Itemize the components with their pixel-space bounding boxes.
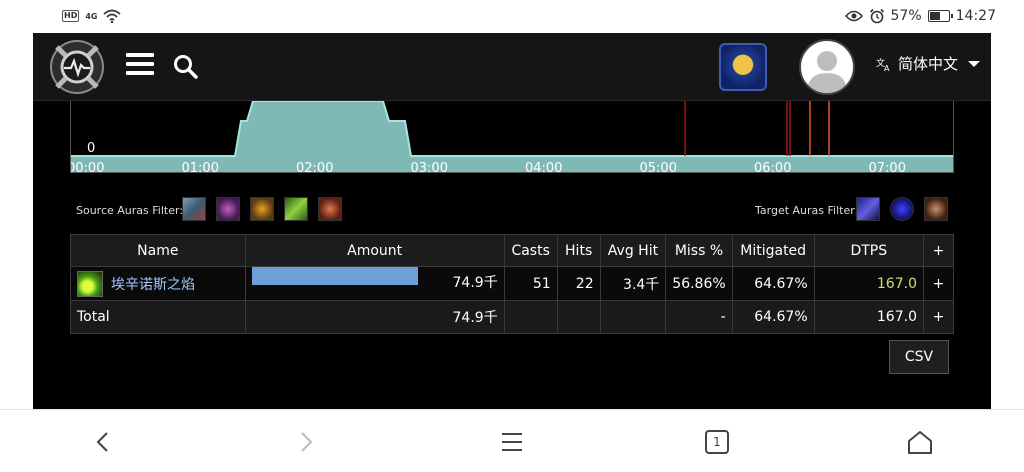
menu-icon[interactable] <box>126 53 154 77</box>
source-auras-label: Source Auras Filter: <box>76 204 184 217</box>
graph-canvas <box>71 101 953 172</box>
svg-text:A: A <box>884 64 890 71</box>
battery-percent: 57% <box>890 8 922 24</box>
total-miss: - <box>665 300 733 334</box>
graph-area <box>71 101 953 172</box>
app-window: 文 A 简体中文 0 00:00 01:00 02:00 03:00 04:00 05:0… <box>33 33 991 409</box>
table-row[interactable]: 埃辛诺斯之焰 74.9千 51 22 3.4千 56.86% 64.67% 16… <box>70 266 955 301</box>
back-button[interactable] <box>88 428 116 456</box>
signal-label: 4G <box>85 11 98 21</box>
tabs-button[interactable]: 1 <box>703 428 731 456</box>
total-casts <box>503 300 558 334</box>
status-left: HD 4G <box>62 9 122 23</box>
avatar-silhouette-icon <box>807 51 847 93</box>
col-add-button[interactable]: + <box>922 234 955 267</box>
col-mitigated[interactable]: Mitigated <box>731 234 815 267</box>
target-aura-2-icon[interactable] <box>890 197 914 221</box>
col-hits[interactable]: Hits <box>556 234 601 267</box>
source-aura-2-icon[interactable] <box>216 197 240 221</box>
hits-value: 22 <box>556 266 601 301</box>
graph-x-tick: 01:00 <box>181 161 219 173</box>
total-avg-hit <box>599 300 667 334</box>
language-selector[interactable]: 文 A 简体中文 <box>876 53 981 74</box>
tabs-icon <box>705 430 729 454</box>
total-mitigated: 64.67% <box>731 300 815 334</box>
miss-value: 56.86% <box>665 266 733 301</box>
row-amount-cell: 74.9千 <box>244 266 505 301</box>
battery-icon <box>927 10 953 22</box>
battery-fill <box>929 12 940 20</box>
total-dtps: 167.0 <box>813 300 924 334</box>
chevron-down-icon <box>968 60 981 67</box>
home-icon <box>908 431 932 454</box>
menu-lines-icon <box>502 433 522 451</box>
total-expand-button[interactable]: + <box>922 300 955 334</box>
spell-flame-icon <box>77 270 103 297</box>
graph-x-tick: 05:00 <box>639 161 677 173</box>
system-nav-bar: 1 <box>0 409 1024 472</box>
col-dtps[interactable]: DTPS <box>813 234 924 267</box>
status-right: 57% 14:27 <box>844 8 996 24</box>
col-amount[interactable]: Amount <box>244 234 505 267</box>
tab-count: 1 <box>713 435 721 449</box>
home-button[interactable] <box>906 428 934 456</box>
mitigated-value: 64.67% <box>731 266 815 301</box>
amount-bar <box>251 267 418 285</box>
language-label: 简体中文 <box>898 55 959 73</box>
graph-x-tick: 02:00 <box>296 161 334 173</box>
eye-icon <box>844 10 863 22</box>
table-header-row: Name Amount Casts Hits Avg Hit Miss % Mi… <box>70 234 955 267</box>
logo-icon[interactable] <box>49 39 105 95</box>
target-aura-3-icon[interactable] <box>924 197 948 221</box>
faction-alliance-icon[interactable] <box>719 43 767 91</box>
total-label: Total <box>70 300 246 334</box>
chevron-left-icon <box>96 432 108 452</box>
target-aura-1-icon[interactable] <box>856 197 880 221</box>
total-hits <box>556 300 601 334</box>
spell-name[interactable]: 埃辛诺斯之焰 <box>111 276 195 293</box>
row-name-cell[interactable]: 埃辛诺斯之焰 <box>70 266 246 301</box>
svg-text:文: 文 <box>876 57 885 69</box>
graph-y-label: 0 <box>87 141 96 156</box>
user-avatar[interactable] <box>799 39 855 95</box>
damage-taken-table: Name Amount Casts Hits Avg Hit Miss % Mi… <box>70 234 955 334</box>
col-avg-hit[interactable]: Avg Hit <box>599 234 667 267</box>
graph-x-tick: 00:00 <box>70 161 105 173</box>
wifi-icon <box>103 9 122 23</box>
graph-x-tick: 07:00 <box>868 161 906 173</box>
row-expand-button[interactable]: + <box>922 266 955 301</box>
dtps-value: 167.0 <box>813 266 924 301</box>
clock: 14:27 <box>955 8 996 24</box>
target-auras-label: Target Auras Filter: <box>755 204 859 217</box>
col-casts[interactable]: Casts <box>503 234 558 267</box>
avg-hit-value: 3.4千 <box>599 266 667 301</box>
aura-filters: Source Auras Filter: Target Auras Filter… <box>33 197 991 227</box>
source-aura-1-icon[interactable] <box>182 197 206 221</box>
table-total-row: Total 74.9千 - 64.67% 167.0 + <box>70 300 955 334</box>
col-name[interactable]: Name <box>70 234 246 267</box>
app-header: 文 A 简体中文 <box>33 33 991 101</box>
graph-x-tick: 06:00 <box>754 161 792 173</box>
translate-icon: 文 A <box>876 57 890 71</box>
damage-timeline-graph[interactable]: 0 00:00 01:00 02:00 03:00 04:00 05:00 06:00 07:… <box>70 101 954 173</box>
graph-line <box>71 101 953 157</box>
source-aura-4-icon[interactable] <box>284 197 308 221</box>
hd-badge: HD <box>62 10 80 22</box>
status-bar: HD 4G 57% 14:27 <box>0 0 1024 33</box>
alarm-icon <box>869 8 884 24</box>
csv-export-button[interactable]: CSV <box>889 340 949 374</box>
source-aura-5-icon[interactable] <box>318 197 342 221</box>
amount-bar-fill <box>251 267 418 285</box>
col-miss[interactable]: Miss % <box>665 234 733 267</box>
source-aura-3-icon[interactable] <box>250 197 274 221</box>
total-amount: 74.9千 <box>244 300 505 334</box>
amount-value: 74.9千 <box>452 275 498 291</box>
forward-button[interactable] <box>293 428 321 456</box>
menu-button[interactable] <box>498 428 526 456</box>
graph-x-tick: 03:00 <box>410 161 448 173</box>
chevron-right-icon <box>301 432 313 452</box>
casts-value: 51 <box>503 266 558 301</box>
graph-x-tick: 04:00 <box>525 161 563 173</box>
search-icon[interactable] <box>173 54 199 80</box>
